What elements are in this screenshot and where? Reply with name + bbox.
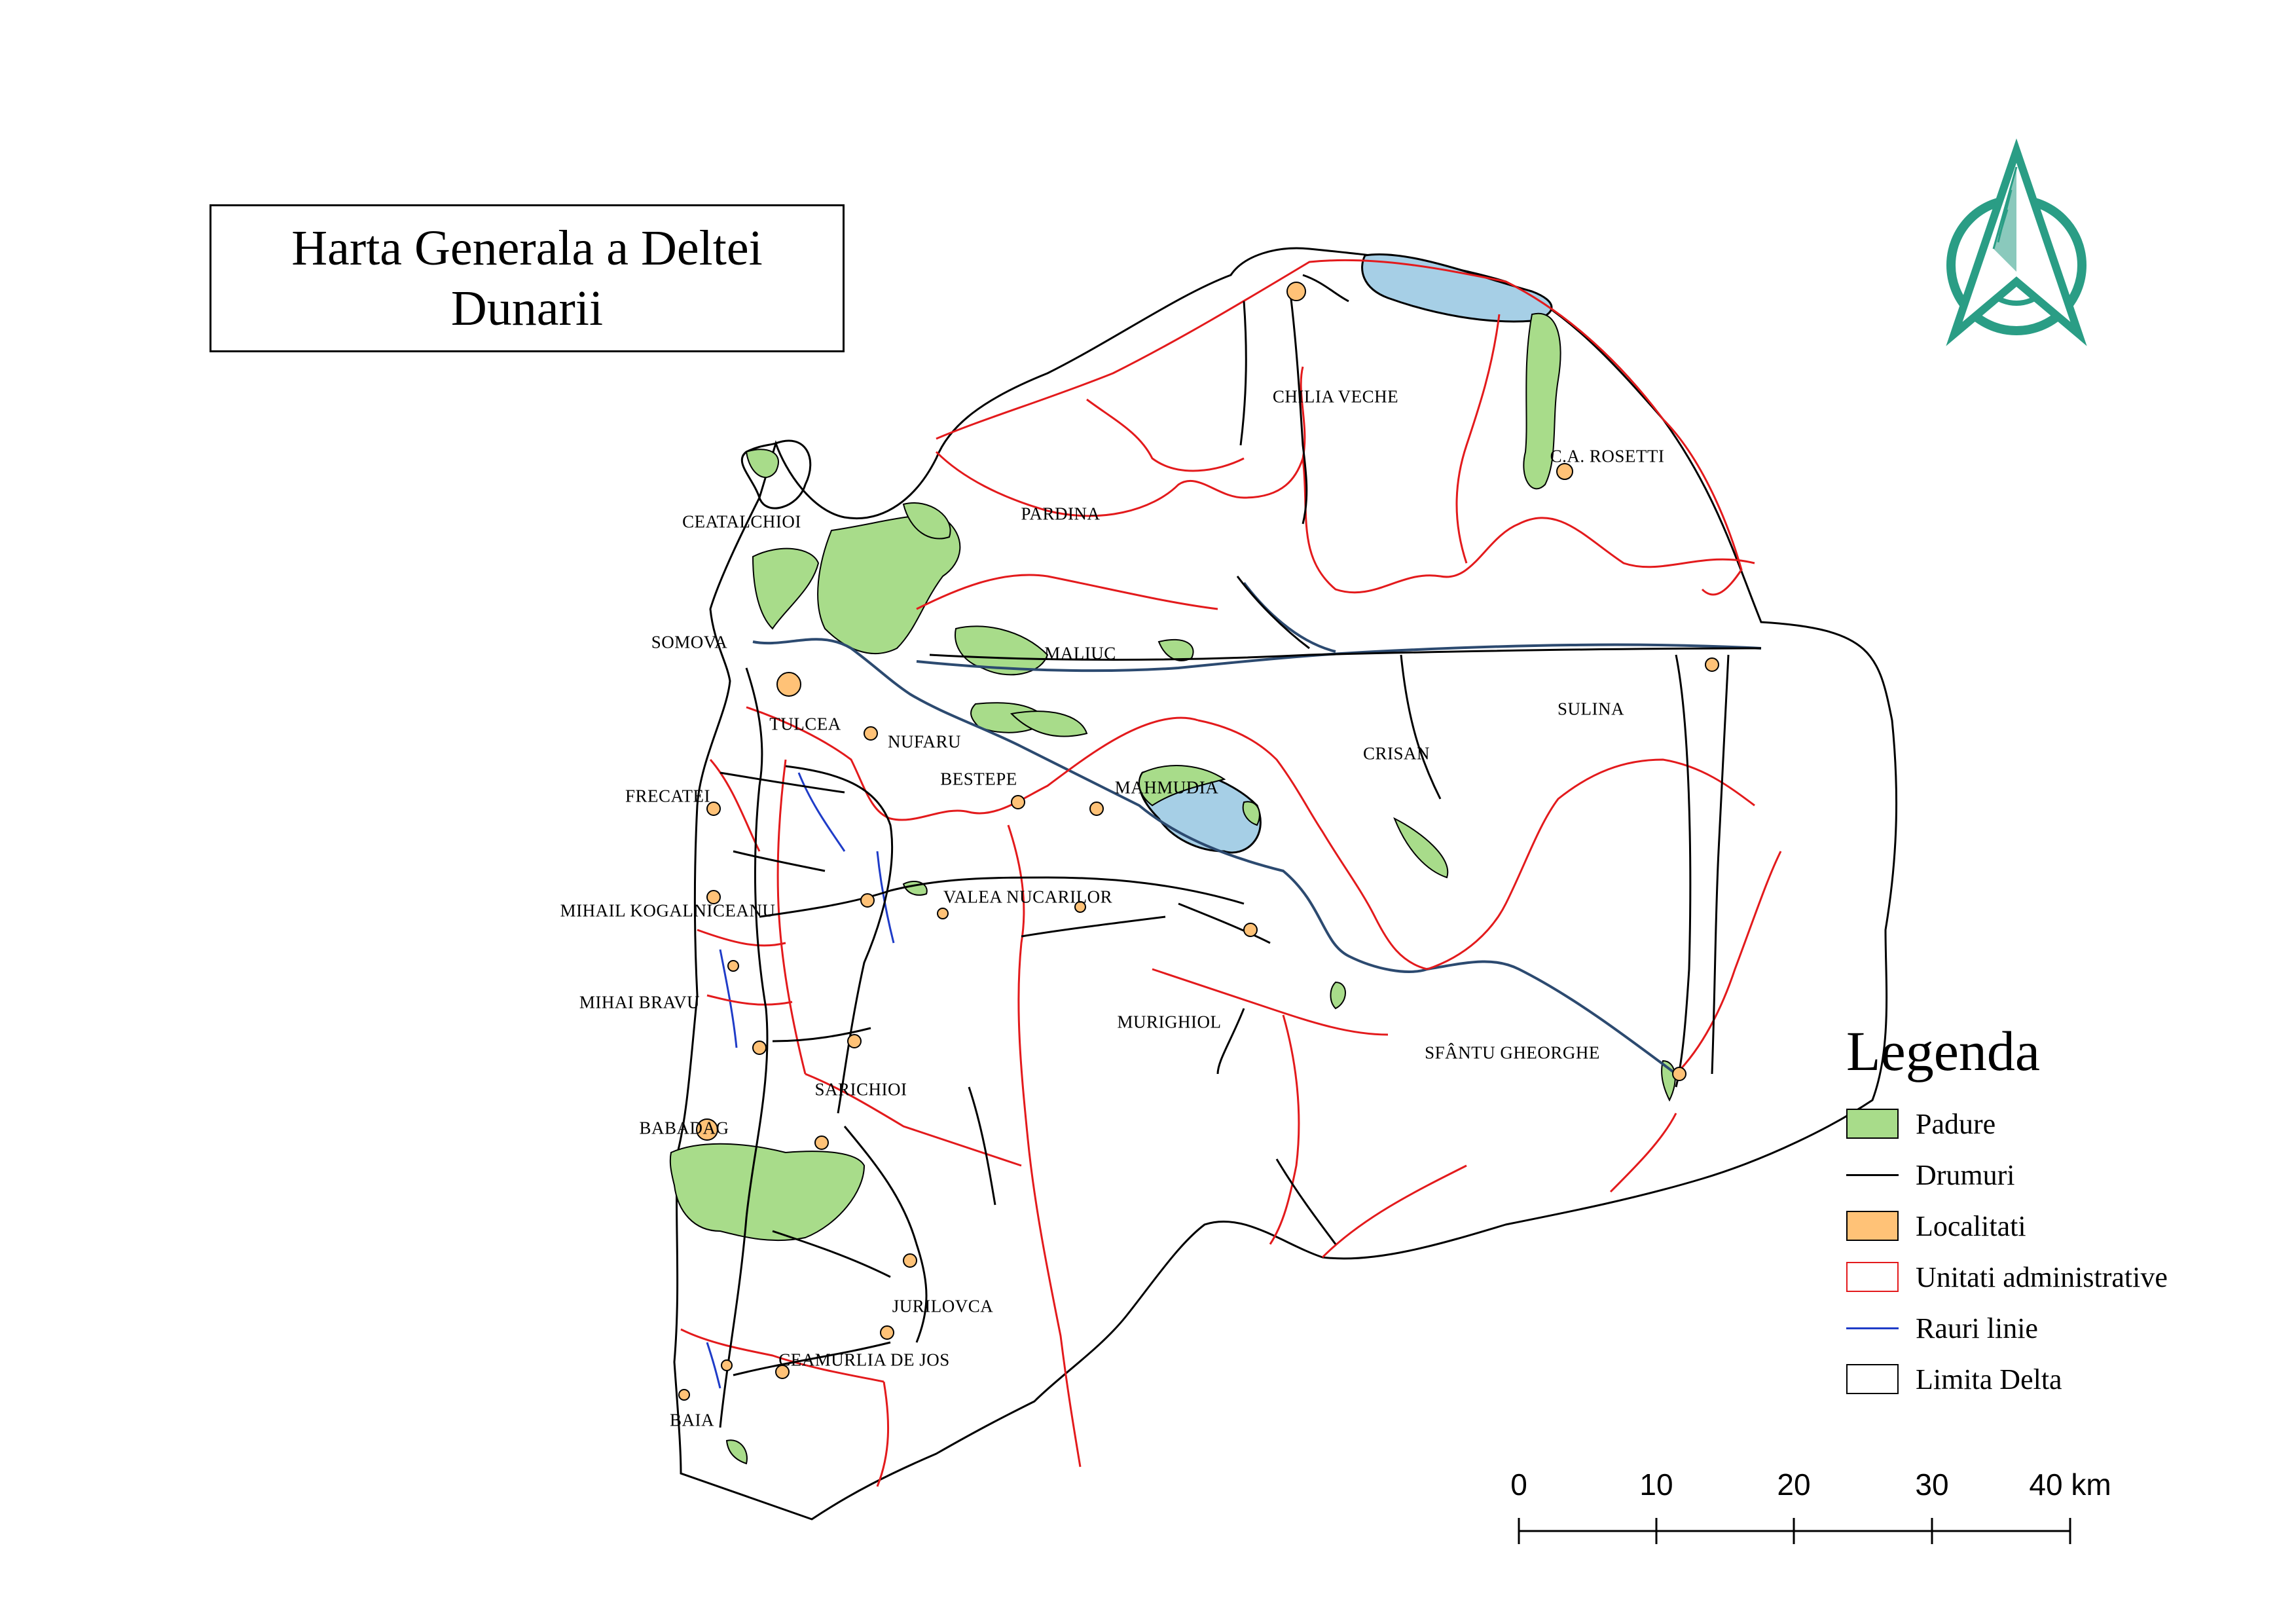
scale-label-40: 40 km: [2029, 1467, 2111, 1502]
label-sarichioi: SARICHIOI: [814, 1079, 907, 1099]
label-ca-rosetti: C.A. ROSETTI: [1550, 446, 1665, 466]
legend-item-padure: Padure: [1846, 1098, 2265, 1149]
legend-item-rauri-linie: Rauri linie: [1846, 1302, 2265, 1354]
north-arrow-icon: [1946, 138, 2087, 346]
label-frecatei: FRECATEI: [625, 786, 711, 806]
label-baia: BAIA: [670, 1410, 714, 1430]
legend-item-unitati-administrative: Unitati administrative: [1846, 1251, 2265, 1302]
forest-swatch-icon: [1846, 1109, 1899, 1139]
label-pardina: PARDINA: [1021, 504, 1101, 524]
label-maliuc: MALIUC: [1044, 643, 1116, 663]
delta-outline: [673, 247, 1898, 1521]
scale-label-10: 10: [1639, 1467, 1673, 1502]
label-sulina: SULINA: [1558, 699, 1624, 719]
label-mihail-kogalniceanu: MIHAIL KOGALNICEANU: [560, 900, 776, 921]
scale-label-20: 20: [1777, 1467, 1811, 1502]
legend-label: Drumuri: [1916, 1158, 2015, 1191]
forest-layer: [669, 312, 1676, 1465]
map-title: Harta Generala a Deltei Dunarii: [210, 204, 845, 352]
legend-label: Limita Delta: [1916, 1363, 2062, 1395]
label-tulcea: TULCEA: [769, 714, 841, 734]
scale-bar-line: [1518, 1518, 2071, 1544]
legend-item-limita-delta: Limita Delta: [1846, 1354, 2265, 1405]
label-mahmudia: MAHMUDIA: [1114, 777, 1219, 798]
label-somova: SOMOVA: [651, 632, 728, 652]
delta-boundary-swatch-icon: [1846, 1364, 1899, 1394]
label-nufaru: NUFARU: [887, 731, 962, 752]
legend-label: Padure: [1916, 1107, 1996, 1140]
roads-layer: [719, 274, 1762, 1428]
legend-label: Localitati: [1916, 1209, 2026, 1242]
legend-item-localitati: Localitati: [1846, 1200, 2265, 1251]
legend-title: Legenda: [1846, 1020, 2041, 1082]
label-babadag: BABADAG: [639, 1118, 729, 1138]
label-crisan: CRISAN: [1362, 743, 1430, 764]
scale-unit: km: [2071, 1467, 2111, 1502]
river-line-icon: [1846, 1313, 1899, 1343]
settlement-swatch-icon: [1846, 1211, 1899, 1241]
label-murighiol: MURIGHIOL: [1117, 1012, 1222, 1032]
admin-swatch-icon: [1846, 1262, 1899, 1292]
label-sfantu-gheorghe: SFÂNTU GHEORGHE: [1425, 1043, 1600, 1063]
scale-label-0: 0: [1510, 1467, 1527, 1502]
map-title-line-2: Dunarii: [450, 281, 604, 336]
settlements-layer: [678, 282, 1719, 1401]
label-mihai-bravu: MIHAI BRAVU: [579, 992, 701, 1012]
legend-label: Unitati administrative: [1916, 1261, 2168, 1293]
rivers-line: [706, 772, 895, 1389]
label-chilia-veche: CHILIA VECHE: [1272, 386, 1399, 407]
lake-north: [1361, 253, 1553, 323]
legend-label: Rauri linie: [1916, 1312, 2038, 1344]
label-bestepe: BESTEPE: [940, 769, 1017, 789]
scale-label-30: 30: [1915, 1467, 1949, 1502]
scale-bar: 0 10 20 30 40 km: [1506, 1467, 2111, 1559]
map-title-line-1: Harta Generala a Deltei: [291, 221, 763, 276]
label-valea-nucarilor: VALEA NUCARILOR: [943, 887, 1113, 907]
label-jurilovca: JURILOVCA: [892, 1296, 994, 1316]
label-ceamurlia-de-jos: CEAMURLIA DE JOS: [778, 1350, 950, 1370]
scale-last-tick: 40: [2029, 1467, 2063, 1502]
admin-boundaries: [680, 259, 1782, 1487]
label-ceatalchioi: CEATALCHIOI: [682, 511, 801, 532]
road-line-icon: [1846, 1160, 1899, 1190]
legend: Legenda Padure Drumuri Localitati Unitat…: [1846, 1018, 2265, 1405]
legend-item-drumuri: Drumuri: [1846, 1149, 2265, 1200]
